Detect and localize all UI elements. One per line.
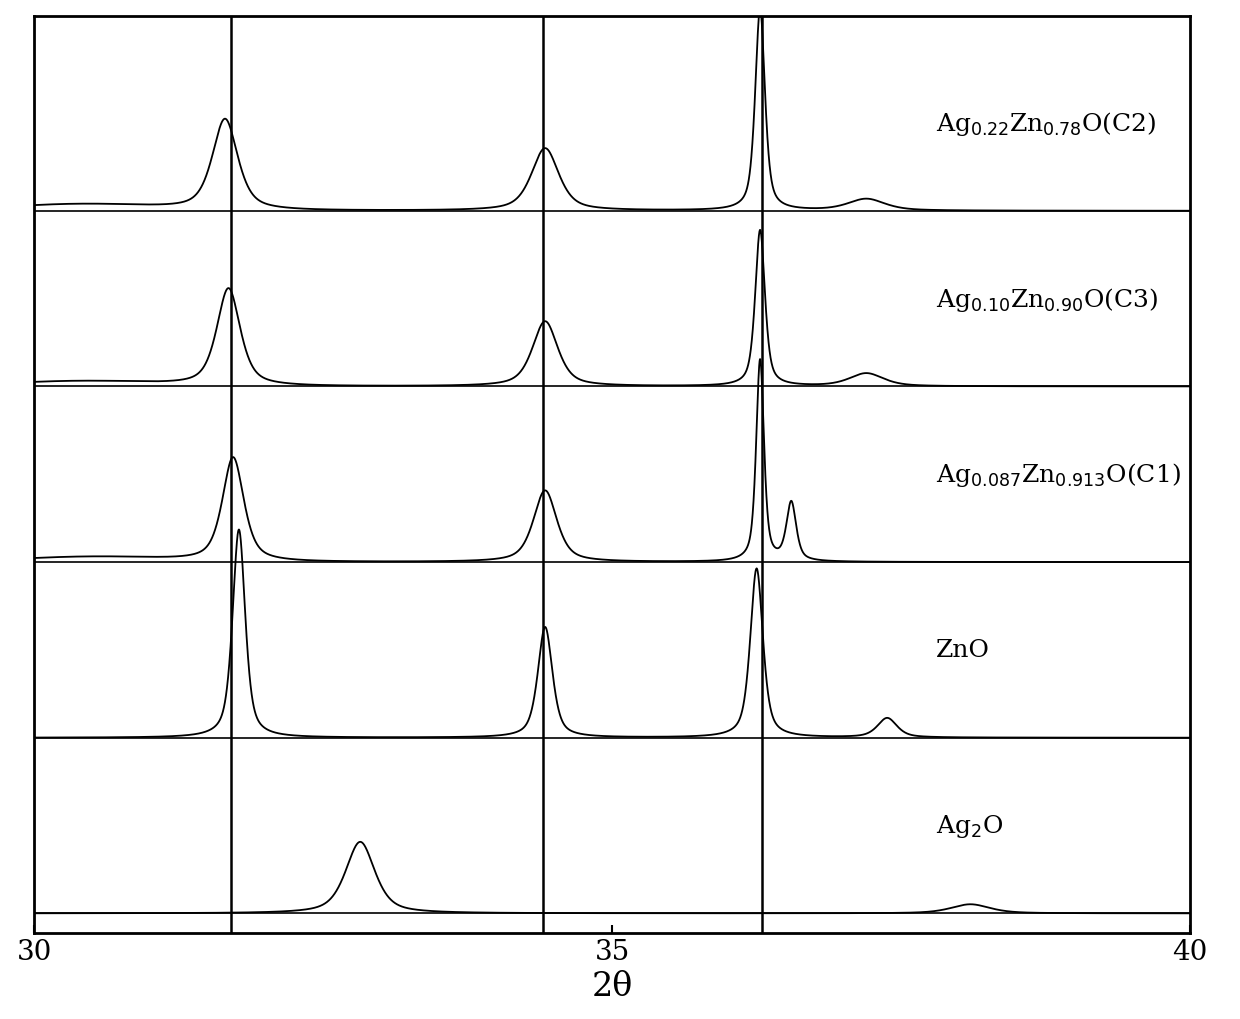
Text: Ag$_2$O: Ag$_2$O [936,812,1003,840]
Text: Ag$_{0.087}$Zn$_{0.913}$O(C1): Ag$_{0.087}$Zn$_{0.913}$O(C1) [936,461,1180,489]
Text: Ag$_{0.22}$Zn$_{0.78}$O(C2): Ag$_{0.22}$Zn$_{0.78}$O(C2) [936,110,1156,138]
X-axis label: 2θ: 2θ [591,970,632,1003]
Text: Ag$_{0.10}$Zn$_{0.90}$O(C3): Ag$_{0.10}$Zn$_{0.90}$O(C3) [936,285,1158,313]
Text: ZnO: ZnO [936,639,990,661]
